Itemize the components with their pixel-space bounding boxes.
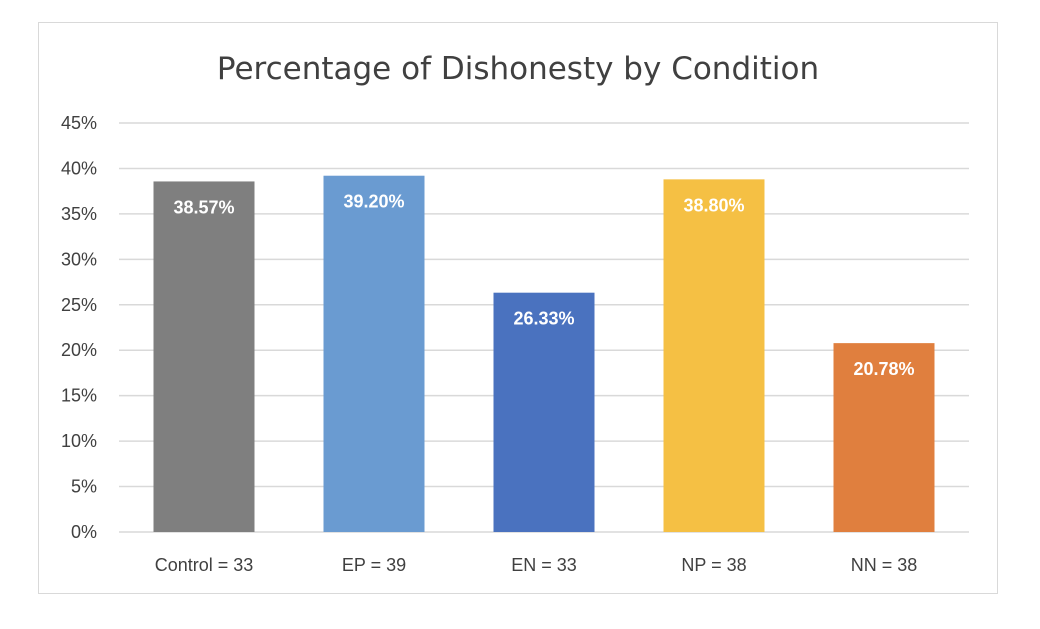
bars bbox=[153, 175, 935, 532]
data-label: 38.57% bbox=[173, 197, 234, 217]
category-label: EP = 39 bbox=[342, 555, 406, 575]
data-label: 20.78% bbox=[853, 359, 914, 379]
category-label: NN = 38 bbox=[851, 555, 918, 575]
chart-frame: Percentage of Dishonesty by Condition 0%… bbox=[38, 22, 998, 594]
y-tick-label: 25% bbox=[61, 295, 97, 315]
data-label: 38.80% bbox=[683, 195, 744, 215]
bar bbox=[833, 343, 935, 532]
category-label: Control = 33 bbox=[155, 555, 254, 575]
category-label: EN = 33 bbox=[511, 555, 577, 575]
y-axis-tick-labels: 0% 5% 10% 15% 20% 25% 30% 35% 40% 45% bbox=[61, 113, 97, 542]
y-tick-label: 5% bbox=[71, 477, 97, 497]
bar bbox=[493, 292, 595, 532]
chart-title: Percentage of Dishonesty by Condition bbox=[217, 51, 819, 87]
y-tick-label: 30% bbox=[61, 249, 97, 269]
y-tick-label: 0% bbox=[71, 522, 97, 542]
data-label: 39.20% bbox=[343, 192, 404, 212]
y-tick-label: 20% bbox=[61, 340, 97, 360]
x-axis-category-labels: Control = 33 EP = 39 EN = 33 NP = 38 NN = 38 bbox=[155, 555, 918, 575]
category-label: NP = 38 bbox=[681, 555, 746, 575]
y-tick-label: 40% bbox=[61, 158, 97, 178]
bar bbox=[153, 181, 255, 532]
bar bbox=[323, 175, 425, 532]
y-tick-label: 15% bbox=[61, 386, 97, 406]
bar-chart: Percentage of Dishonesty by Condition 0%… bbox=[61, 51, 969, 575]
data-labels: 38.57% 39.20% 26.33% 38.80% 20.78% bbox=[173, 192, 914, 379]
y-tick-label: 35% bbox=[61, 204, 97, 224]
y-tick-label: 45% bbox=[61, 113, 97, 133]
y-tick-label: 10% bbox=[61, 431, 97, 451]
bar bbox=[663, 179, 765, 532]
data-label: 26.33% bbox=[513, 309, 574, 329]
